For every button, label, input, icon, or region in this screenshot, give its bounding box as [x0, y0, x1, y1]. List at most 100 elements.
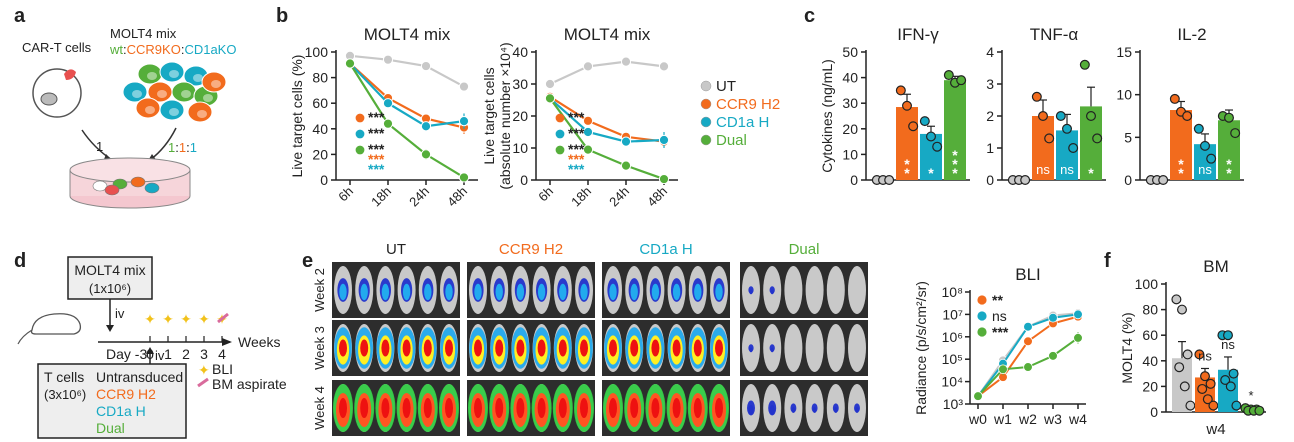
panel-label-e: e [302, 250, 313, 272]
signal-mid [402, 283, 411, 301]
target-cell-nucleus [169, 108, 179, 116]
target-cell-nucleus [197, 110, 207, 118]
dot-CCR9 [1205, 378, 1216, 389]
dot-CD1a [1061, 123, 1072, 134]
data-point-CD1a [1073, 309, 1083, 320]
signal-core [537, 339, 546, 357]
dot-CD1a [1222, 330, 1233, 341]
signal-core [558, 398, 567, 418]
significance-star: * [952, 156, 958, 172]
tcell-box-dose: (3x10⁶) [44, 387, 86, 402]
signal-mid [749, 289, 753, 295]
y-tick-label: 30 [842, 95, 858, 111]
y-tick-label: 40 [512, 44, 528, 60]
signal-core [715, 398, 723, 418]
dot-CCR9 [901, 100, 912, 111]
signal-core [693, 398, 702, 418]
signal-core [672, 398, 681, 418]
imaging-panel [740, 320, 868, 376]
data-point-CD1a [582, 126, 594, 138]
significance-stars: *** [368, 141, 385, 157]
series-line-UT [549, 60, 665, 85]
x-axis-label: w4 [1205, 421, 1225, 438]
mouse-icon [30, 313, 82, 335]
target-cell [201, 71, 227, 93]
signal-core [630, 339, 639, 357]
signal-core [630, 398, 639, 418]
text-part: : [181, 42, 185, 57]
y-tick-label: 1 [986, 140, 994, 156]
signal-mid [748, 405, 754, 415]
imaging-panel [602, 262, 730, 318]
iv-label-top: iv [115, 306, 125, 321]
chart-title: IL-2 [1177, 25, 1206, 44]
y-tick-label: 10 [512, 140, 528, 156]
tcell-group: CD1a H [96, 403, 146, 419]
x-tick-label: 24h [406, 184, 432, 210]
imaging-panel [602, 380, 730, 436]
signal-mid [855, 407, 859, 413]
significance-star: * [904, 156, 910, 172]
dot-Dual [943, 70, 954, 81]
signal-core [402, 398, 411, 418]
week-tick-label: 3 [200, 346, 208, 362]
significance-star: * [1226, 156, 1232, 172]
x-tick-label: 18h [368, 184, 394, 210]
significance-star: * [952, 147, 958, 163]
signal-mid [559, 283, 567, 301]
dot-Dual [1230, 128, 1241, 139]
dot-CCR9 [895, 85, 906, 96]
panel-e: e UT CCR9 H2 CD1a H Dual Week 2 Week 3 Week 4 BL… [302, 241, 1087, 436]
chart-title: MOLT4 mix [364, 25, 451, 44]
significance-star: * [1226, 165, 1232, 181]
dot-UT [1179, 381, 1190, 392]
bm-legend-icon [197, 377, 209, 388]
dot-CD1a [925, 131, 936, 142]
signal-core [495, 339, 504, 357]
chart-title: MOLT4 mix [564, 25, 651, 44]
y-tick-label: 15 [1116, 44, 1132, 60]
dot-CD1a [1193, 123, 1204, 134]
x-tick-label: w3 [1043, 411, 1062, 427]
dot-CD1a [1228, 368, 1239, 379]
data-point-Dual [1048, 351, 1058, 361]
bar-CCR9 [1170, 110, 1192, 180]
cart-cells-label: CAR-T cells [22, 40, 92, 55]
signal-core [651, 398, 660, 418]
annotation-dot [355, 113, 365, 123]
bar-CCR9 [1032, 116, 1054, 180]
y-tick-label: 20 [842, 121, 858, 137]
bli-legend-icon: ✦ [198, 362, 210, 378]
series-line-Dual [349, 62, 465, 179]
signal-core [693, 339, 702, 357]
panel-label-a: a [14, 5, 26, 27]
legend-marker [700, 134, 712, 146]
car-t-cell [32, 68, 82, 118]
x-tick-label: 48h [444, 184, 470, 210]
dot-Dual [1085, 110, 1096, 121]
dot-UT [1182, 349, 1193, 360]
text-part: CCR9KO [127, 42, 181, 57]
x-tick-label: w1 [993, 411, 1012, 427]
signal-core [381, 398, 390, 418]
significance-star: * [904, 165, 910, 181]
iv-arrowhead-bottom [146, 347, 154, 354]
target-cell-nucleus [147, 72, 157, 80]
dot-CD1a [1068, 143, 1079, 154]
dot-CD1a [919, 116, 930, 127]
molt4-mix-label: MOLT4 mix [110, 26, 177, 41]
y-tick-label: 10 [1116, 87, 1132, 103]
x-tick-label: w2 [1018, 411, 1037, 427]
syringe-icon [217, 312, 229, 324]
bar-Dual [1080, 106, 1102, 180]
mouse-silhouette [848, 324, 866, 372]
signal-core [715, 339, 723, 357]
legend-marker [700, 80, 712, 92]
data-point-CD1a [1023, 321, 1033, 332]
signal-mid [715, 283, 723, 301]
week-tick-label: 2 [182, 346, 190, 362]
y-tick-label: 60 [312, 95, 328, 111]
